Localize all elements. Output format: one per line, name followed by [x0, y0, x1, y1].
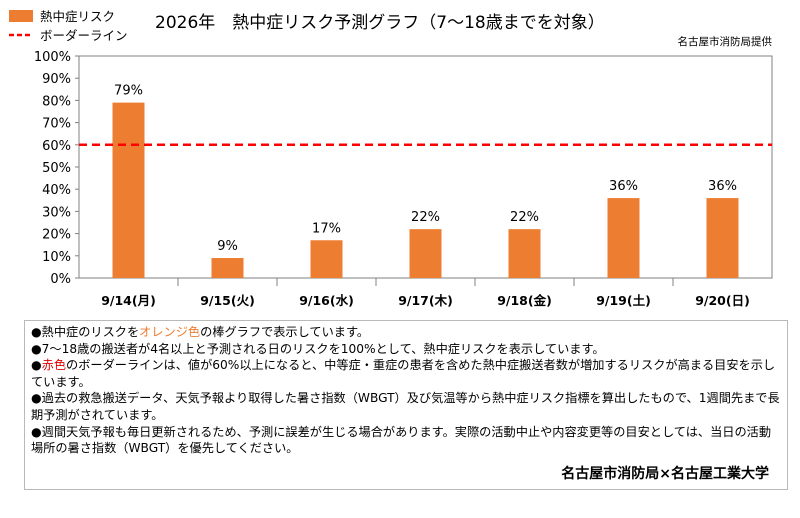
data-label: 22%: [510, 210, 539, 225]
bar: [112, 102, 145, 279]
note-line-1: ●熱中症のリスクをオレンジ色の棒グラフで表示しています。: [31, 324, 781, 341]
y-tick-label: 50%: [42, 161, 71, 176]
note-3-highlight: 赤色: [41, 358, 67, 373]
y-tick-label: 70%: [42, 117, 71, 132]
note-1-post: の棒グラフで表示しています。: [200, 325, 370, 339]
x-tick-label: 9/14(月): [101, 293, 156, 308]
note-line-2: ●7～18歳の搬送者が4名以上と予測される日のリスクを100%として、熱中症リス…: [31, 341, 605, 356]
notes-box: ●熱中症のリスクをオレンジ色の棒グラフで表示しています。 ●7～18歳の搬送者が…: [24, 320, 788, 490]
data-label: 17%: [312, 221, 341, 236]
y-tick-label: 10%: [42, 250, 71, 265]
bar: [310, 240, 343, 278]
x-tick-label: 9/18(金): [497, 293, 552, 308]
chart-source: 名古屋市消防局提供: [678, 35, 773, 48]
data-label: 36%: [609, 179, 638, 194]
note-1-pre: ●熱中症のリスクを: [31, 325, 140, 339]
note-line-4: ●過去の救急搬送データ、天気予報より取得した暑さ指数（WBGT）及び気温等から熱…: [31, 391, 780, 422]
bar: [211, 258, 244, 278]
legend-border-label: ボーダーライン: [40, 28, 128, 43]
note-line-5: ●週間天気予報も毎日更新されるため、予測に誤差が生じる場合があります。実際の活動…: [31, 424, 772, 456]
y-tick-label: 90%: [42, 72, 71, 87]
note-3-pre: ●: [31, 358, 42, 373]
note-3-post: のボーダーラインは、値が60%以上になると、中等症・重症の患者を含めた熱中症搬送…: [31, 358, 776, 389]
bar: [607, 198, 640, 278]
x-tick-label: 9/17(木): [398, 293, 453, 308]
y-tick-label: 30%: [42, 205, 71, 220]
bar: [409, 229, 442, 278]
data-label: 79%: [114, 84, 143, 99]
bar: [706, 198, 739, 278]
y-tick-label: 40%: [42, 183, 71, 198]
y-tick-label: 20%: [42, 228, 71, 243]
y-tick-label: 60%: [42, 139, 71, 154]
credit: 名古屋市消防局×名古屋工業大学: [561, 466, 769, 483]
x-tick-label: 9/19(土): [596, 293, 651, 308]
bar: [508, 229, 541, 278]
y-tick-label: 100%: [34, 50, 71, 65]
legend: 熱中症リスク ボーダーライン: [9, 9, 128, 43]
data-label: 22%: [411, 210, 440, 225]
note-1-highlight: オレンジ色: [139, 325, 201, 339]
x-tick-label: 9/15(火): [200, 293, 255, 308]
note-line-3: ●赤色のボーダーラインは、値が60%以上になると、中等症・重症の患者を含めた熱中…: [31, 357, 781, 390]
legend-bar-label: 熱中症リスク: [40, 9, 115, 24]
data-label: 9%: [217, 239, 238, 254]
x-tick-label: 9/16(水): [299, 293, 354, 308]
y-tick-label: 80%: [42, 94, 71, 109]
risk-chart: 熱中症リスク ボーダーライン 2026年 熱中症リスク予測グラフ（7～18歳まで…: [9, 9, 773, 308]
y-tick-label: 0%: [50, 272, 71, 287]
x-tick-label: 9/20(日): [695, 293, 750, 308]
chart-title: 2026年 熱中症リスク予測グラフ（7～18歳までを対象）: [155, 13, 605, 33]
legend-bar-swatch: [9, 10, 33, 22]
data-label: 36%: [708, 179, 737, 194]
